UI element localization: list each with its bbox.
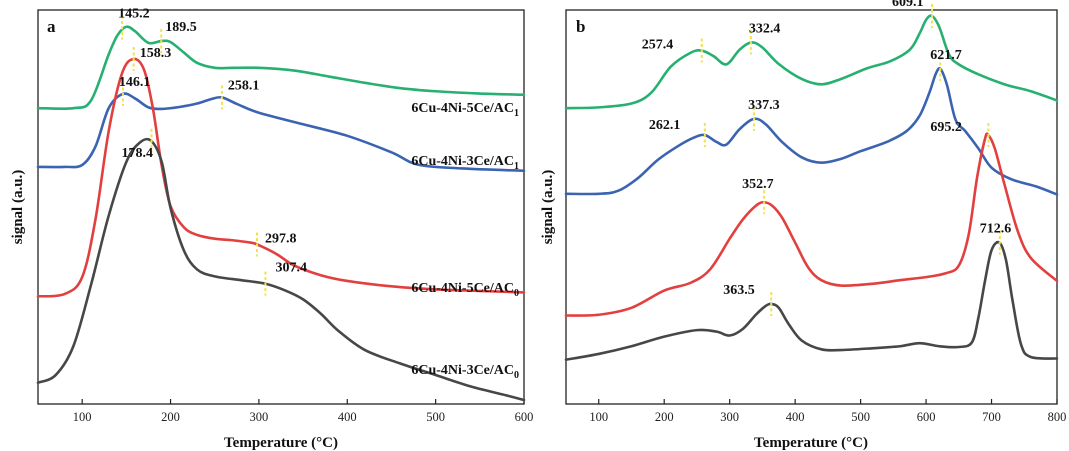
panel-a-xtick-label: 200 <box>161 410 180 424</box>
panel-a-series-label: 6Cu-4Ni-5Ce/AC0 <box>411 281 519 299</box>
panel-b-peak-label: 262.1 <box>649 118 681 133</box>
panel-a-series-label: 6Cu-4Ni-3Ce/AC1 <box>411 154 519 172</box>
panel-a-xtick-label: 100 <box>73 410 92 424</box>
panel-a-frame <box>37 9 525 405</box>
panel-a: a signal (a.u.) Temperature (°C) 100 200 3… <box>10 7 533 451</box>
panel-b-peak-label: 352.7 <box>742 177 774 192</box>
panel-a-series-blue-line <box>36 92 526 173</box>
panel-b-xtick-label: 700 <box>982 410 1001 424</box>
panel-b-peak-label: 621.7 <box>930 48 962 63</box>
panel-b-series-green-line <box>564 14 1059 110</box>
panel-a-xtick-label: 400 <box>338 410 357 424</box>
panel-b-peak-label: 257.4 <box>642 38 674 53</box>
panel-a-series-green-line <box>36 25 526 111</box>
panel-b-xtick-label: 100 <box>589 410 608 424</box>
panel-a-series-label: 6Cu-4Ni-3Ce/AC0 <box>411 363 519 381</box>
panel-b-series-black-line <box>564 240 1059 361</box>
panel-a-series-red-line <box>36 57 526 298</box>
panel-a-peak-label: 297.8 <box>265 231 297 246</box>
panel-b-xlabel: Temperature (°C) <box>754 435 868 451</box>
panel-a-xtick-label: 300 <box>250 410 269 424</box>
panel-b-ylabel: signal (a.u.) <box>540 170 556 245</box>
panel-b-peak-label: 609.1 <box>892 0 924 10</box>
panel-a-peak-label: 145.2 <box>118 7 150 22</box>
panel-b-xtick-label: 800 <box>1048 410 1067 424</box>
panel-b-peak-label: 712.6 <box>980 222 1012 237</box>
panel-b-series-blue-line <box>564 67 1059 196</box>
panel-b-peak-label: 695.2 <box>930 120 962 135</box>
panel-a-peak-label: 158.3 <box>140 46 172 61</box>
panel-b-xtick-label: 600 <box>917 410 936 424</box>
panel-b: b signal (a.u.) Temperature (°C) 100 200 3… <box>540 0 1066 451</box>
panel-a-peak-label: 189.5 <box>165 20 197 35</box>
panel-a-peak-label: 307.4 <box>275 261 307 276</box>
panel-a-series-label: 6Cu-4Ni-5Ce/AC1 <box>411 101 519 119</box>
panel-a-letter: a <box>47 17 56 36</box>
panel-a-peak-label: 178.4 <box>121 146 153 161</box>
panel-b-xtick-label: 500 <box>851 410 870 424</box>
panel-b-peak-label: 337.3 <box>748 98 780 113</box>
panel-b-peak-label: 363.5 <box>723 283 755 298</box>
panel-a-peak-label: 258.1 <box>228 78 259 93</box>
panel-b-peak-label: 332.4 <box>749 21 781 36</box>
panel-b-frame <box>565 9 1058 405</box>
panel-b-letter: b <box>576 17 585 36</box>
panel-a-ylabel: signal (a.u.) <box>10 170 26 245</box>
panel-a-xtick-label: 500 <box>426 410 445 424</box>
panel-a-xtick-label: 600 <box>515 410 534 424</box>
panel-a-xlabel: Temperature (°C) <box>224 435 338 451</box>
panel-b-xtick-label: 200 <box>655 410 674 424</box>
panel-a-peak-label: 146.1 <box>119 75 150 90</box>
panel-b-xtick-label: 400 <box>786 410 805 424</box>
panel-a-series-black-line <box>36 137 526 402</box>
panel-b-xtick-label: 300 <box>720 410 739 424</box>
